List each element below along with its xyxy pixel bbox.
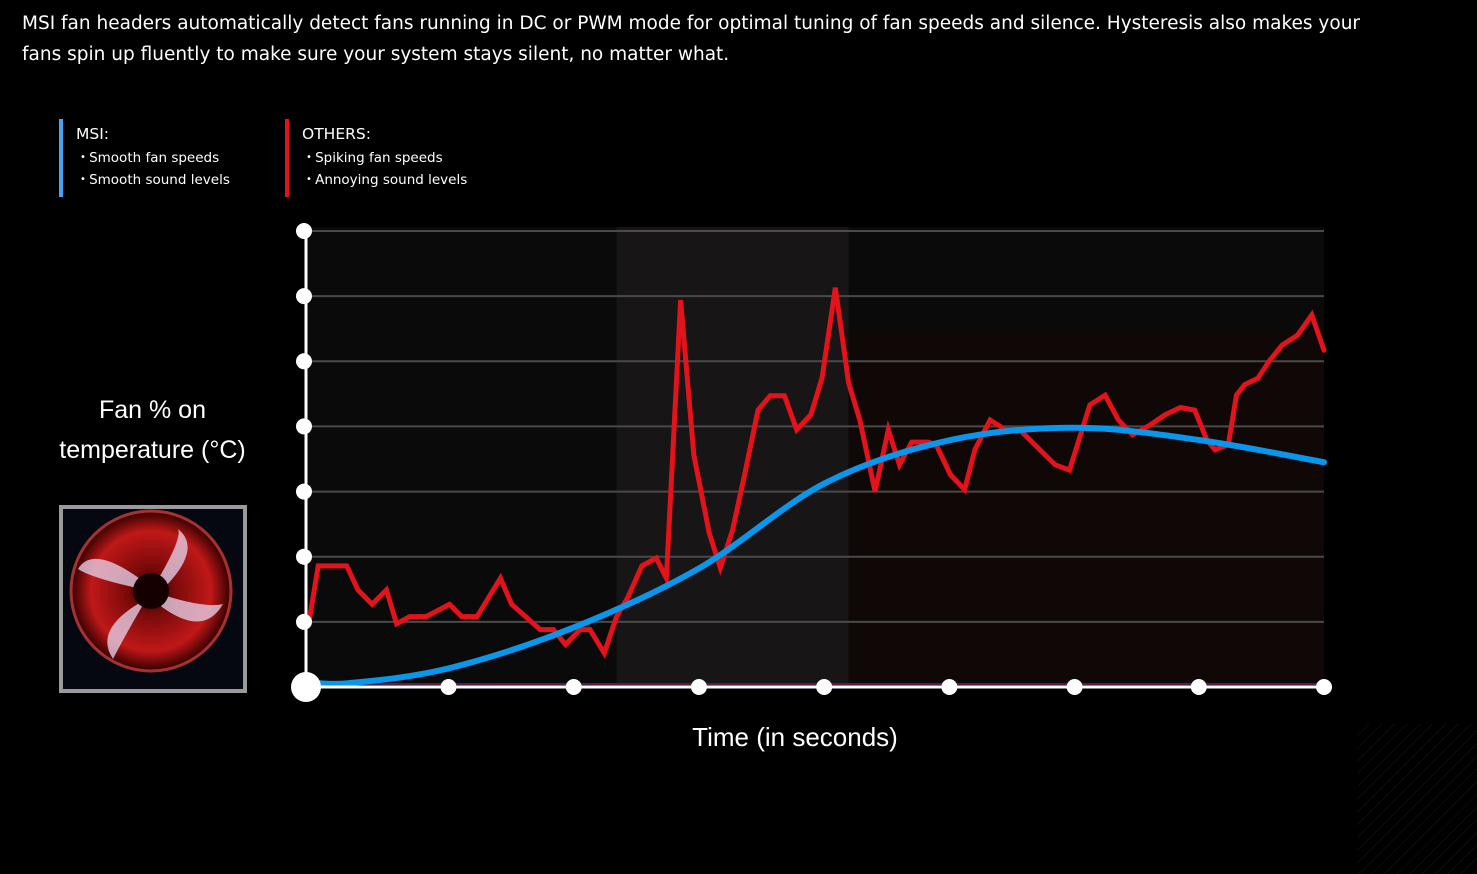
x-tick-dot	[1066, 679, 1083, 695]
series-line-others	[306, 287, 1327, 660]
y-tick-dot	[296, 483, 312, 500]
right-band	[848, 330, 1324, 687]
x-axis-label: Time (in seconds)	[692, 722, 898, 752]
legend-others-title: OTHERS:	[302, 125, 371, 143]
fan-icon	[59, 505, 247, 693]
legend-others-item: Annoying sound levels	[302, 169, 467, 191]
highlight-band	[616, 227, 849, 687]
series-line-msi	[303, 424, 1327, 687]
legend-msi-item: Smooth sound levels	[76, 169, 230, 191]
legend-others-item: Spiking fan speeds	[302, 147, 467, 169]
x-tick-dot	[565, 679, 582, 695]
y-tick-dot	[296, 223, 312, 239]
legend-msi-item: Smooth fan speeds	[76, 147, 230, 169]
background-stripes	[1357, 724, 1477, 874]
x-tick-dot	[440, 679, 457, 695]
x-tick-dot	[1190, 679, 1207, 695]
legend-msi: MSI: Smooth fan speeds Smooth sound leve…	[59, 119, 230, 197]
intro-text: MSI fan headers automatically detect fan…	[22, 13, 1361, 65]
legend-msi-title: MSI:	[76, 125, 110, 143]
x-tick-dot	[291, 672, 321, 702]
x-tick-dot	[690, 679, 707, 695]
legend-others: OTHERS: Spiking fan speeds Annoying soun…	[285, 119, 467, 197]
y-tick-dot	[296, 353, 312, 370]
x-tick-dot	[816, 679, 833, 695]
y-tick-dot	[296, 418, 312, 435]
x-tick-dot	[1316, 679, 1332, 695]
y-tick-dot	[296, 288, 312, 305]
y-tick-dot	[296, 613, 312, 630]
y-tick-dot	[296, 548, 312, 565]
x-tick-dot	[941, 679, 958, 695]
y-axis-label: Fan % on temperature (°C)	[59, 396, 246, 464]
